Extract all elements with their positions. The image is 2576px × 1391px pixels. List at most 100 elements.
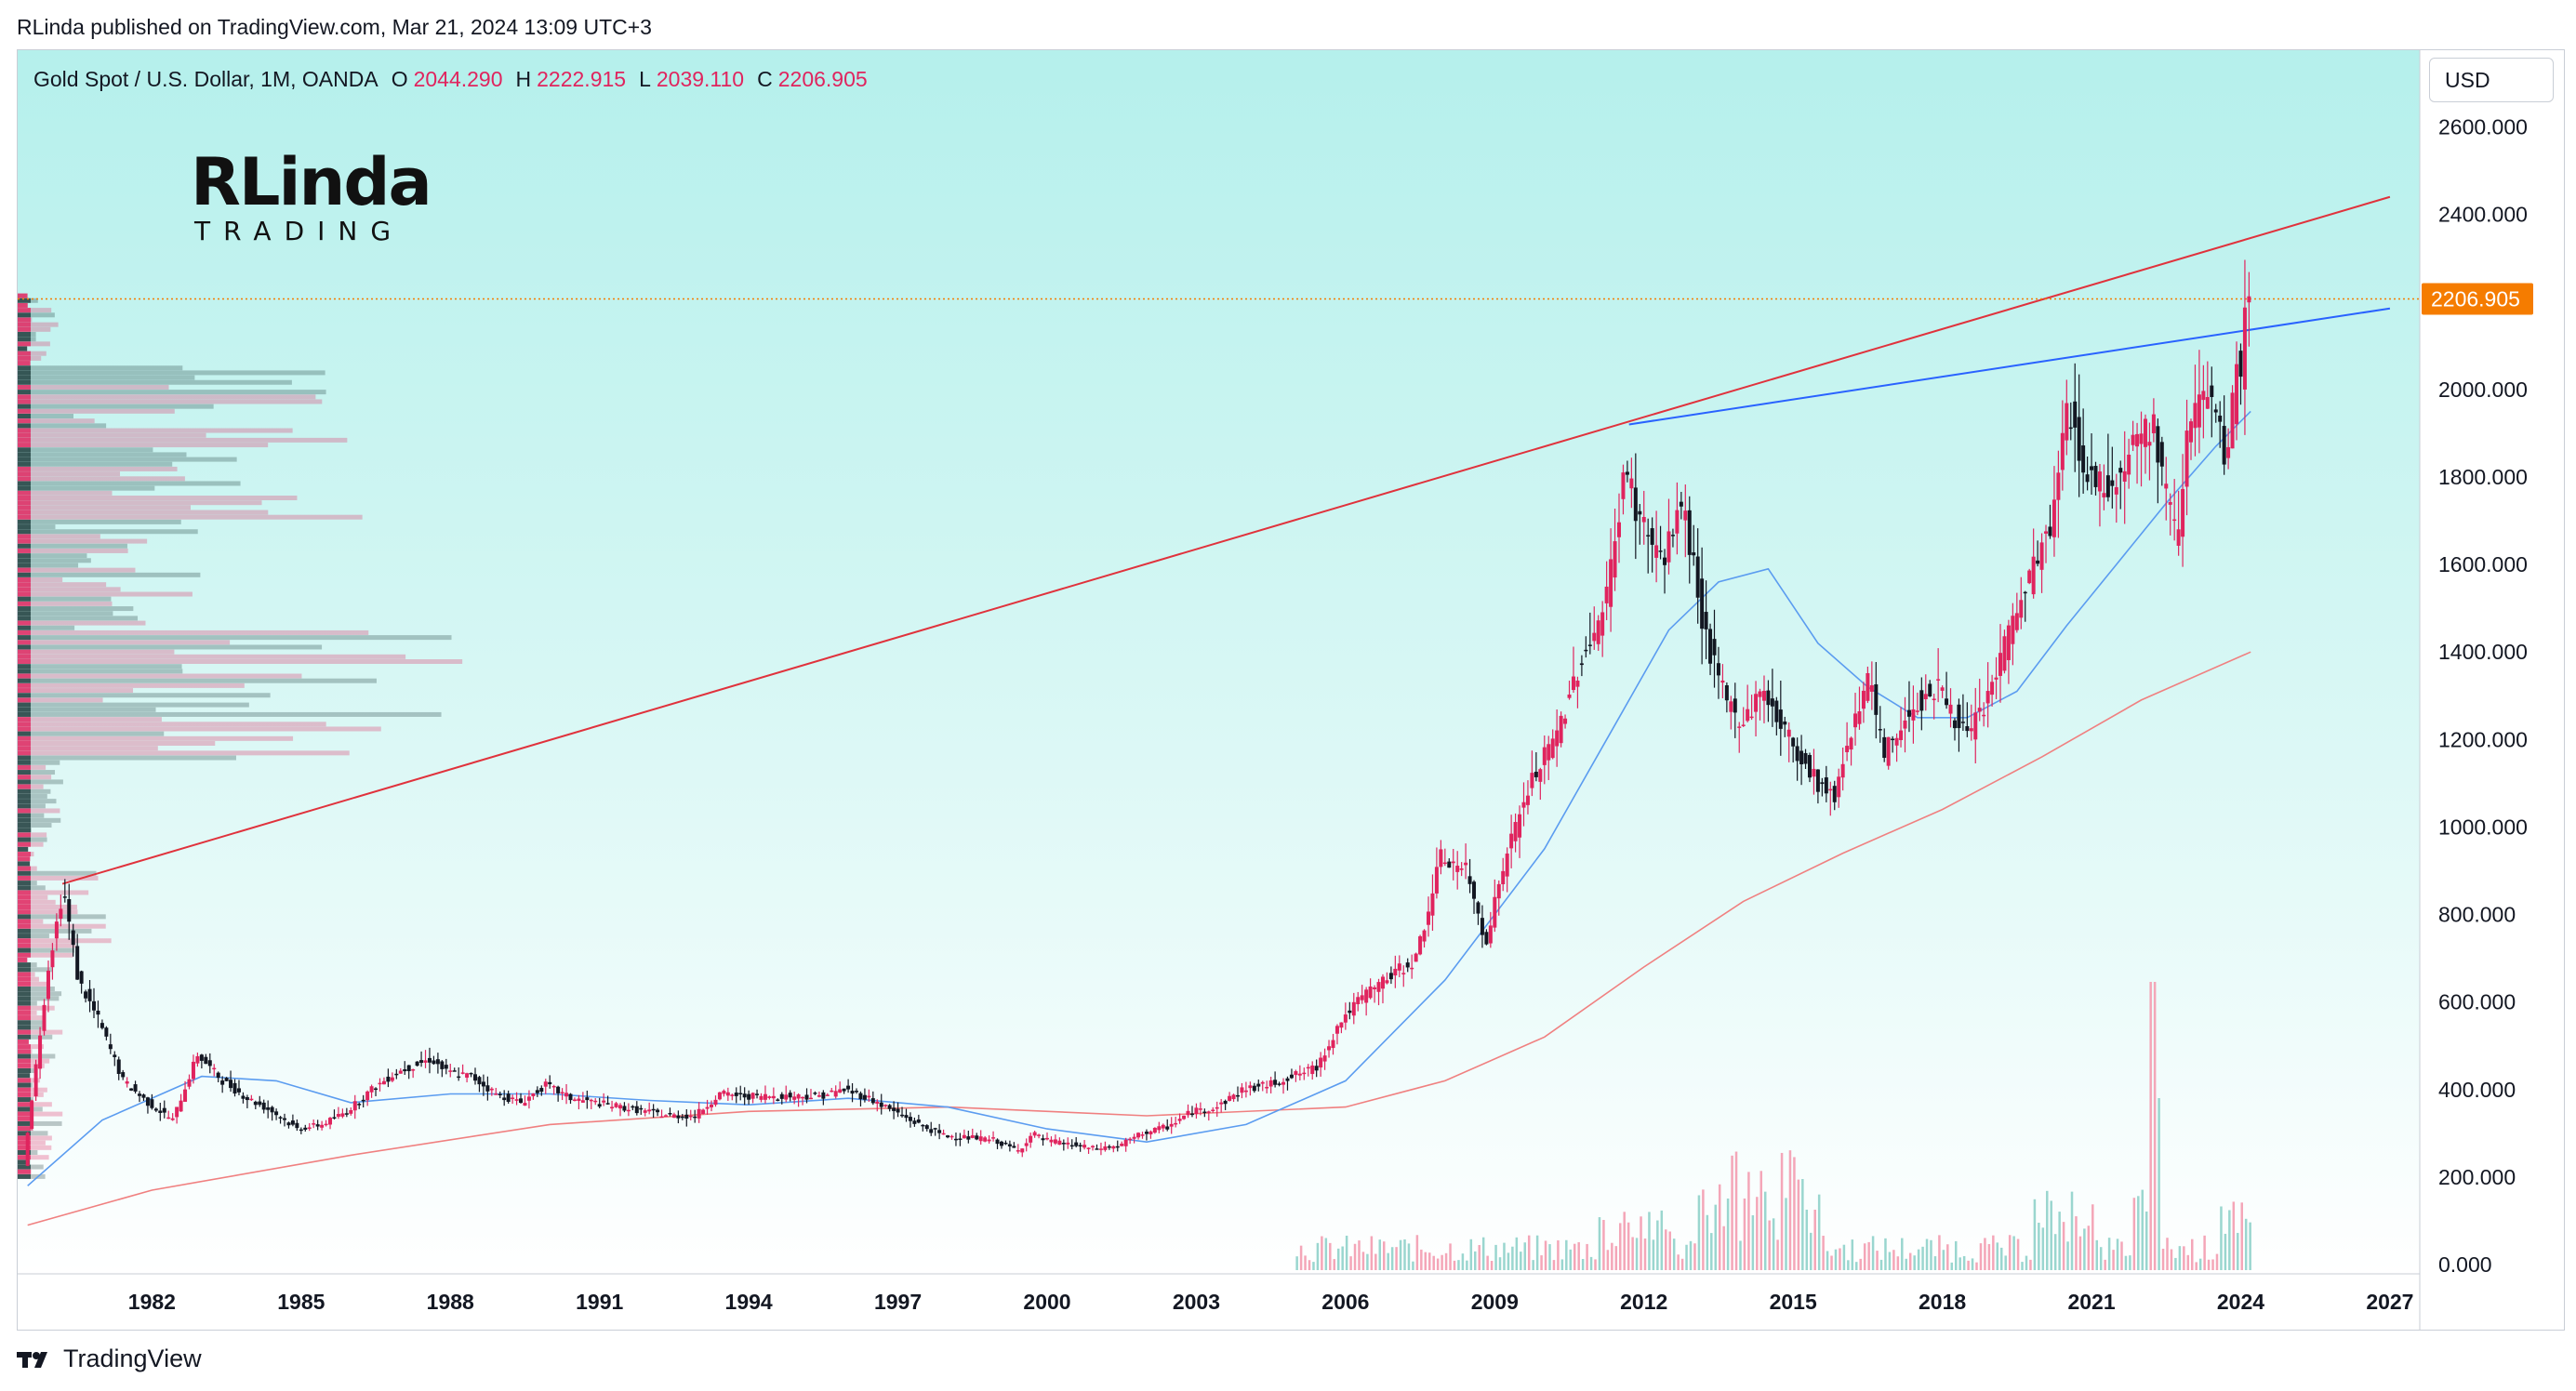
volume-bar xyxy=(1834,1249,1838,1270)
volume-bar xyxy=(1498,1257,1502,1270)
volume-profile-bar xyxy=(18,443,269,448)
candle-body xyxy=(1393,968,1398,976)
volume-bar xyxy=(1589,1256,1593,1270)
volume-profile-core xyxy=(18,649,31,655)
volume-profile-core xyxy=(18,852,31,857)
candle-body xyxy=(2077,417,2081,461)
candle-body xyxy=(1066,1142,1070,1145)
candle-body xyxy=(1149,1131,1153,1134)
volume-profile-core xyxy=(18,1068,31,1073)
candle-body xyxy=(33,1064,38,1097)
symbol-name: Gold Spot / U.S. Dollar, 1M, OANDA xyxy=(33,67,378,91)
candle-body xyxy=(1936,679,1941,681)
candle-body xyxy=(1928,683,1932,696)
volume-profile-core xyxy=(18,1097,31,1103)
logo-subtitle: TRADING xyxy=(194,216,405,246)
volume-bar xyxy=(1665,1229,1667,1270)
tradingview-footer[interactable]: TradingView xyxy=(17,1345,202,1373)
volume-bar xyxy=(2038,1222,2040,1270)
volume-profile-bar xyxy=(18,519,181,524)
volume-profile-bar xyxy=(18,688,134,694)
volume-bar xyxy=(1930,1239,1932,1270)
candle-body xyxy=(344,1113,349,1115)
candle-body xyxy=(1658,550,1663,552)
candle-body xyxy=(104,1027,109,1037)
candle-body xyxy=(30,1100,34,1130)
candle-body xyxy=(523,1103,527,1106)
volume-profile-bar xyxy=(18,437,348,443)
candle-body xyxy=(2006,625,2011,660)
volume-bar xyxy=(1871,1236,1875,1270)
candle-body xyxy=(1228,1095,1232,1101)
candle-body xyxy=(725,1092,730,1096)
volume-bar xyxy=(1640,1216,1642,1270)
candle-body xyxy=(349,1109,353,1114)
candle-body xyxy=(266,1106,271,1110)
candle-body xyxy=(1410,967,1414,970)
candle-body xyxy=(199,1054,204,1061)
volume-bar xyxy=(2083,1228,2086,1270)
candle-body xyxy=(2176,529,2181,546)
candle-body xyxy=(87,988,92,1001)
volume-profile-core xyxy=(18,577,31,582)
volume-bar xyxy=(1656,1220,1659,1270)
volume-profile-bar xyxy=(18,591,193,597)
time-axis[interactable]: 1982 1985 1988 1991 1994 1997 2000 2003 2006 2009… xyxy=(128,1290,2414,1314)
candle-body xyxy=(1314,1066,1319,1071)
volume-bar xyxy=(1548,1244,1551,1270)
volume-profile-bar xyxy=(18,558,91,563)
volume-bar xyxy=(2132,1198,2136,1270)
volume-bar xyxy=(2237,1232,2239,1270)
candle-body xyxy=(1020,1148,1025,1153)
candle-body xyxy=(1037,1134,1042,1136)
volume-profile-bar xyxy=(18,485,155,491)
candle-body xyxy=(776,1099,780,1101)
candle-body xyxy=(1845,746,1850,752)
volume-profile-core xyxy=(18,355,31,361)
candle-body xyxy=(1534,771,1538,777)
volume-bar xyxy=(1810,1232,1812,1270)
candle-body xyxy=(1206,1111,1211,1113)
volume-bar xyxy=(1842,1244,1846,1270)
volume-profile-core xyxy=(18,938,31,944)
volume-profile-core xyxy=(18,1005,31,1011)
currency-button[interactable]: USD xyxy=(2429,58,2554,102)
candle-body xyxy=(473,1074,477,1081)
candle-body xyxy=(792,1096,797,1100)
volume-bar xyxy=(1867,1241,1870,1270)
rlinda-logo: RLinda TRADING xyxy=(191,149,432,246)
candle-body xyxy=(1567,694,1572,698)
volume-profile-bar xyxy=(18,682,245,688)
candle-body xyxy=(1832,786,1837,802)
volume-profile-bar xyxy=(18,1034,53,1040)
candle-body xyxy=(253,1101,258,1106)
volume-bar xyxy=(1441,1254,1443,1270)
volume-profile-bar xyxy=(18,611,113,616)
candle-body xyxy=(1260,1081,1265,1084)
volume-profile-bar xyxy=(18,490,113,496)
candle-body xyxy=(84,991,88,999)
candle-body xyxy=(2118,468,2123,473)
volume-bar xyxy=(1312,1262,1315,1270)
candle-body xyxy=(1024,1143,1029,1146)
candle-body xyxy=(1969,728,1973,732)
candle-body xyxy=(324,1123,328,1126)
volume-profile-core xyxy=(18,1039,29,1044)
candle-body xyxy=(514,1099,519,1101)
volume-bar xyxy=(1813,1209,1816,1270)
candles xyxy=(25,259,2251,1167)
candle-body xyxy=(659,1116,664,1119)
candle-body xyxy=(2205,397,2210,409)
volume-profile-bar xyxy=(18,905,77,909)
volume-bar xyxy=(1399,1239,1402,1270)
price-axis[interactable]: 2600.0002400.0002200.0002000.0001800.000… xyxy=(2422,114,2533,1277)
candle-body xyxy=(676,1115,681,1119)
volume-profile-bar xyxy=(18,620,146,626)
volume-profile-core xyxy=(18,437,31,443)
volume-bar xyxy=(1304,1255,1307,1270)
candle-body xyxy=(1111,1146,1116,1149)
candle-body xyxy=(634,1106,639,1114)
volume-bar xyxy=(1494,1244,1497,1270)
volume-profile-core xyxy=(18,870,31,876)
